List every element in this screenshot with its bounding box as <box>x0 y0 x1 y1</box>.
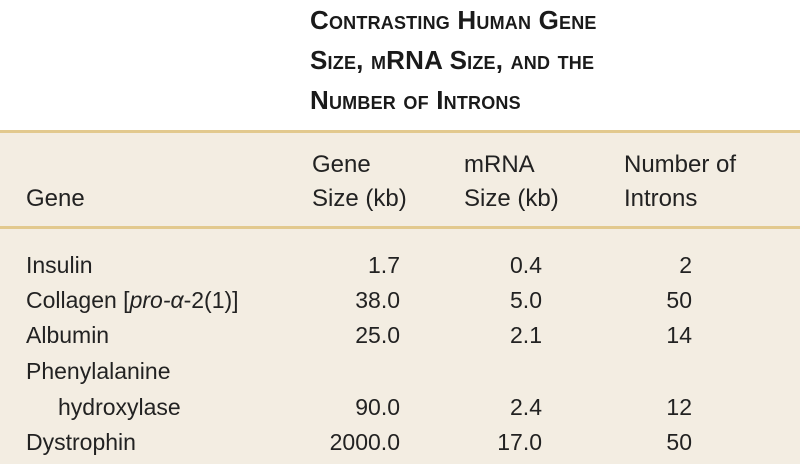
gene-name-line-1: Phenylalanine <box>26 358 171 384</box>
gene-size-value: 90.0 <box>355 394 400 420</box>
gene-size-value: 38.0 <box>355 287 400 313</box>
gene-name: Collagen [pro-α-2(1)] <box>26 287 239 313</box>
header-gene-size: Gene Size (kb) <box>312 151 407 212</box>
title-line-1: Contrasting Human Gene <box>310 5 597 35</box>
introns-value: 50 <box>666 429 692 455</box>
mrna-size-value: 17.0 <box>497 429 542 455</box>
mrna-size-value: 0.4 <box>510 252 542 278</box>
header-gene: Gene <box>26 185 85 212</box>
gene-name: Albumin <box>26 322 110 348</box>
mrna-size-value: 2.1 <box>510 322 542 348</box>
mrna-size-value: 5.0 <box>510 287 542 313</box>
introns-value: 50 <box>666 287 692 313</box>
introns-value: 2 <box>679 252 692 278</box>
gene-size-value: 2000.0 <box>329 429 400 455</box>
gene-name: Insulin <box>26 252 93 278</box>
introns-value: 14 <box>666 322 692 348</box>
title-line-2: Size, mRNA Size, and the <box>310 45 595 75</box>
table-background <box>0 130 800 464</box>
table-title: Contrasting Human Gene Size, mRNA Size, … <box>310 0 790 120</box>
gene-size-value: 25.0 <box>355 322 400 348</box>
table-top-rule <box>0 130 800 133</box>
gene-name-line-2: hydroxylase <box>58 394 181 420</box>
gene-size-value: 1.7 <box>368 252 400 278</box>
header-number-of-introns: Number of Introns <box>624 151 737 212</box>
header-mrna-size: mRNA Size (kb) <box>464 151 559 212</box>
header-divider-rule <box>0 226 800 229</box>
introns-value: 12 <box>666 394 692 420</box>
title-line-3: Number of Introns <box>310 85 521 115</box>
gene-name: Dystrophin <box>26 429 136 455</box>
mrna-size-value: 2.4 <box>510 394 542 420</box>
